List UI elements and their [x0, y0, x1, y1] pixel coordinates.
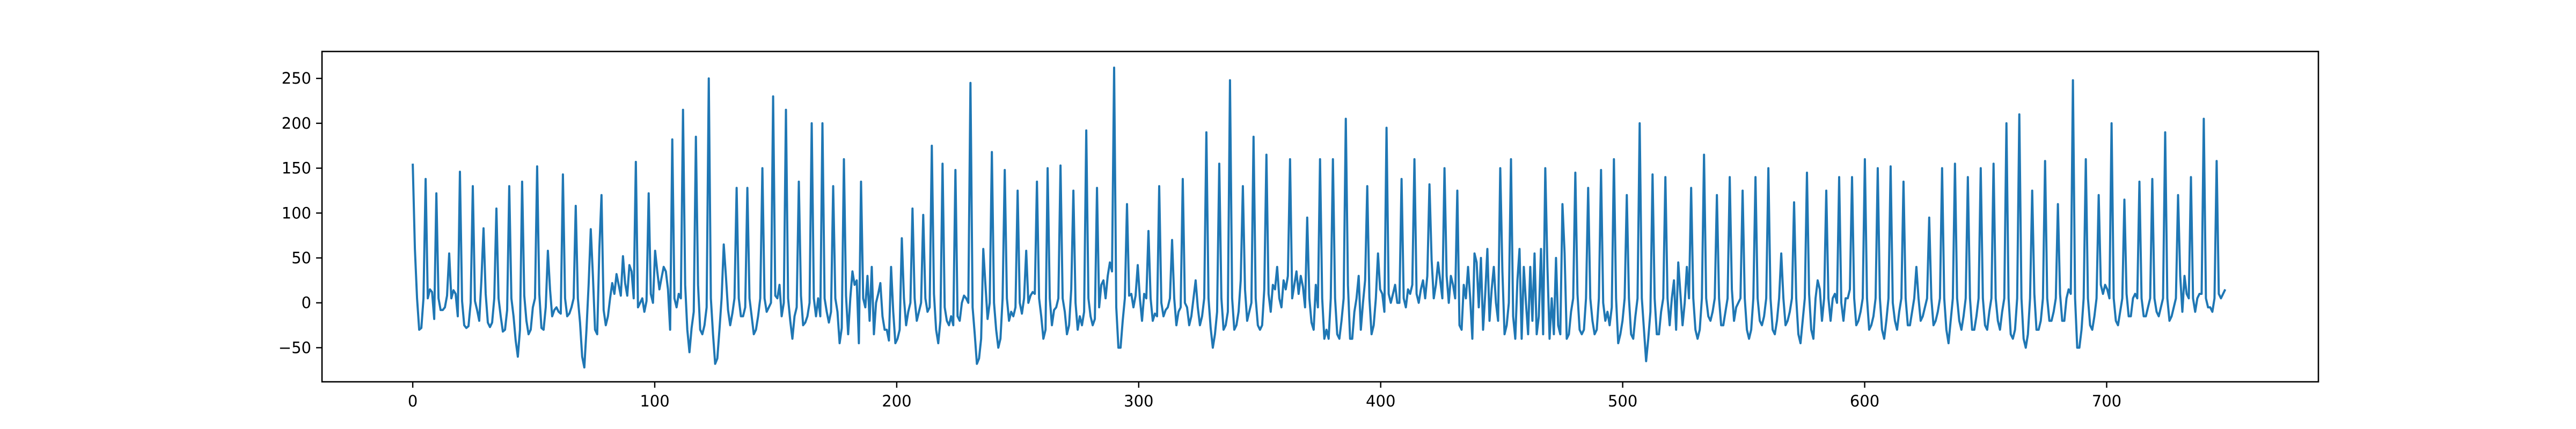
x-tick-label: 600	[1850, 392, 1879, 410]
y-tick-label: 50	[291, 249, 311, 267]
y-tick-label: 200	[282, 114, 311, 132]
x-tick-label: 700	[2092, 392, 2121, 410]
x-tick-label: 500	[1608, 392, 1637, 410]
x-tick-label: 200	[882, 392, 911, 410]
y-axis-ticks: −50 0 50 100 150 200 250	[279, 69, 322, 357]
plot-frame	[321, 50, 2319, 383]
y-tick-label: 0	[302, 294, 311, 312]
y-tick-label: 100	[282, 204, 311, 222]
x-tick-label: 300	[1124, 392, 1153, 410]
y-tick-label: 250	[282, 69, 311, 87]
series-line	[412, 66, 2227, 369]
x-tick-label: 0	[408, 392, 418, 410]
y-tick-label: −50	[279, 338, 311, 357]
x-tick-label: 100	[640, 392, 669, 410]
x-axis-ticks: 0 100 200 300 400 500 600 700	[408, 382, 2121, 410]
x-tick-label: 400	[1366, 392, 1395, 410]
y-tick-label: 150	[282, 159, 311, 177]
